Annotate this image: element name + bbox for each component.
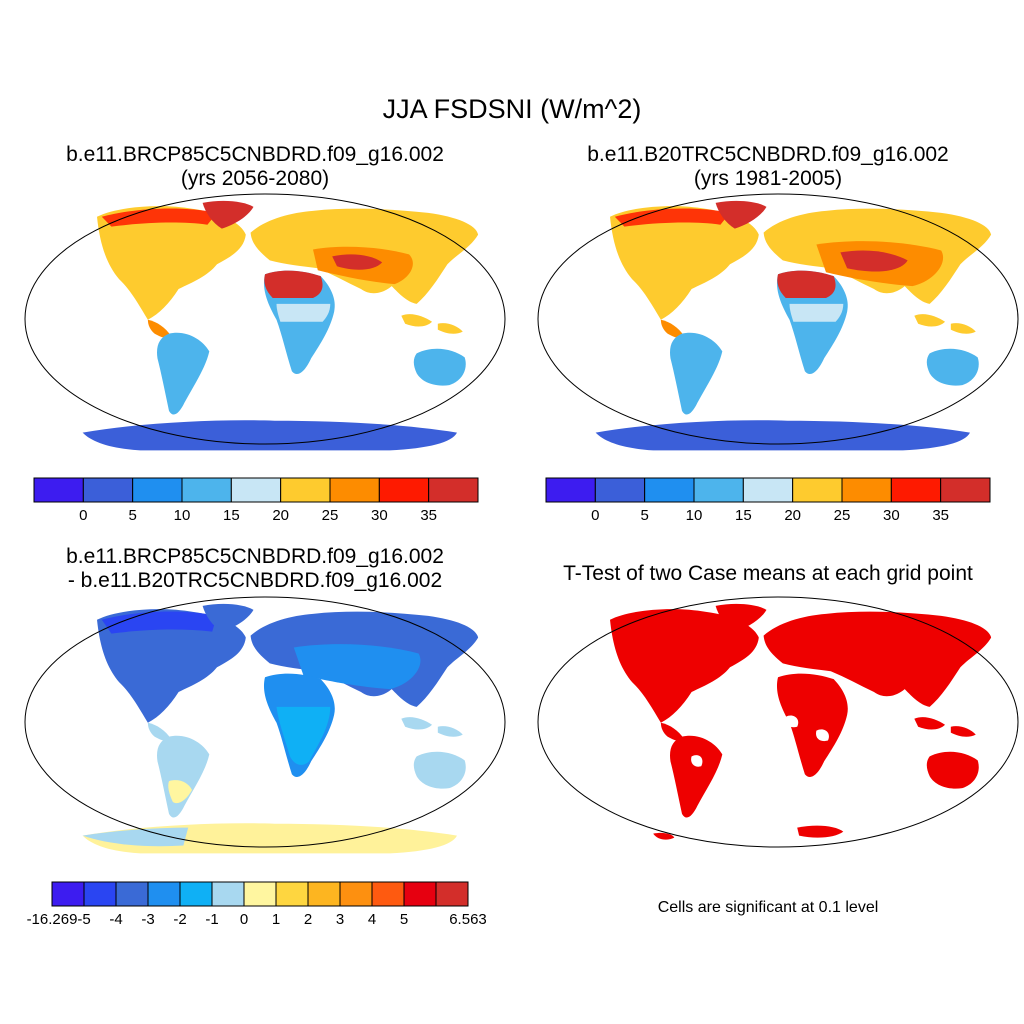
map-panel-historical xyxy=(537,193,1019,451)
ttest-significance-note: Cells are significant at 0.1 level xyxy=(657,899,879,916)
panel-title-ttest: T-Test of two Case means at each grid po… xyxy=(518,562,1018,586)
main-title: JJA FSDSNI (W/m^2) xyxy=(382,94,642,124)
colorbar-difference-tick-label: -2 xyxy=(173,911,186,928)
colorbar-difference-tick-label: -5 xyxy=(77,911,90,928)
colorbar-historical-tick-label: 10 xyxy=(686,507,703,524)
colorbar-future-swatch xyxy=(33,477,84,503)
colorbar-future-swatch xyxy=(378,477,430,503)
panel-title-historical-line2: (yrs 1981-2005) xyxy=(693,167,843,190)
colorbar-future: 0 5 10 15 20 25 30 35 xyxy=(33,477,479,524)
continent-australia xyxy=(413,348,466,386)
colorbar-historical-tick-label: 5 xyxy=(640,507,648,524)
colorbar-difference-swatch xyxy=(179,881,213,907)
colorbar-difference-swatch xyxy=(403,881,437,907)
colorbar-historical-swatch xyxy=(742,477,794,503)
colorbar-difference-swatch xyxy=(211,881,245,907)
colorbar-difference-swatch xyxy=(51,881,85,907)
colorbar-difference-tick-label: -16.269 xyxy=(27,911,78,928)
continent-south-america xyxy=(157,332,210,415)
colorbar-historical-tick-label: 0 xyxy=(591,507,599,524)
colorbar-historical-tick-label: 25 xyxy=(834,507,851,524)
colorbar-difference-tick-label: -4 xyxy=(109,911,122,928)
colorbar-future-swatch xyxy=(132,477,183,503)
colorbar-historical-tick-label: 15 xyxy=(735,507,752,524)
colorbar-difference-swatch xyxy=(371,881,405,907)
panel-title-difference: b.e11.BRCP85C5CNBDRD.f09_g16.002 - b.e11… xyxy=(5,545,505,593)
colorbar-historical-tick-label: 20 xyxy=(784,507,801,524)
colorbar-difference-tick-label: 6.563 xyxy=(449,911,487,928)
colorbar-future-tick-label: 15 xyxy=(223,507,240,524)
colorbar-difference-swatch xyxy=(115,881,149,907)
colorbar-future-tick-label: 20 xyxy=(272,507,289,524)
panel-title-difference-line2: - b.e11.B20TRC5CNBDRD.f09_g16.002 xyxy=(67,569,443,592)
colorbar-difference-swatch xyxy=(243,881,277,907)
colorbar-difference-swatch xyxy=(275,881,309,907)
colorbar-future-tick-label: 25 xyxy=(322,507,339,524)
colorbar-historical-swatch xyxy=(594,477,646,503)
panel-title-historical: b.e11.B20TRC5CNBDRD.f09_g16.002 (yrs 198… xyxy=(518,143,1018,191)
colorbar-historical-swatch xyxy=(644,477,695,503)
panel-title-future-line1: b.e11.BRCP85C5CNBDRD.f09_g16.002 xyxy=(66,143,444,166)
colorbar-difference: -16.269 -5 -4 -3 -2 -1 0 1 2 3 4 5 6.563 xyxy=(27,881,487,928)
panel-title-historical-line1: b.e11.B20TRC5CNBDRD.f09_g16.002 xyxy=(587,143,949,166)
map-panel-future xyxy=(24,193,506,451)
colorbar-future-tick-label: 5 xyxy=(128,507,136,524)
map-panel-ttest xyxy=(537,596,1019,848)
colorbar-difference-tick-label: 5 xyxy=(400,911,408,928)
colorbar-difference-swatch xyxy=(83,881,117,907)
colorbar-historical-tick-label: 35 xyxy=(932,507,949,524)
colorbar-historical-swatch xyxy=(545,477,596,503)
map-panel-difference xyxy=(24,596,506,854)
colorbar-difference-swatch xyxy=(435,881,469,907)
colorbar-difference-swatch xyxy=(147,881,181,907)
colorbar-future-swatch xyxy=(82,477,134,503)
colorbar-future-swatch xyxy=(329,477,380,503)
colorbar-historical: 0 5 10 15 20 25 30 35 xyxy=(545,477,991,524)
colorbar-difference-tick-label: 0 xyxy=(240,911,248,928)
colorbar-historical-swatch xyxy=(792,477,843,503)
colorbar-historical-tick-label: 30 xyxy=(883,507,900,524)
colorbar-difference-tick-label: 3 xyxy=(336,911,344,928)
panel-title-future-line2: (yrs 2056-2080) xyxy=(180,167,330,190)
panel-title-ttest-line1: T-Test of two Case means at each grid po… xyxy=(563,562,973,585)
colorbar-future-tick-label: 35 xyxy=(420,507,437,524)
colorbar-future-swatch xyxy=(230,477,282,503)
colorbar-difference-tick-label: 4 xyxy=(368,911,376,928)
panel-title-difference-line1: b.e11.BRCP85C5CNBDRD.f09_g16.002 xyxy=(66,545,444,568)
continent-antarctica xyxy=(82,420,458,451)
colorbar-future-swatch xyxy=(181,477,232,503)
colorbar-difference-swatch xyxy=(339,881,373,907)
colorbar-historical-swatch xyxy=(693,477,744,503)
colorbar-difference-tick-label: -1 xyxy=(205,911,218,928)
colorbar-difference-tick-label: -3 xyxy=(141,911,154,928)
colorbar-difference-swatch xyxy=(307,881,341,907)
colorbar-future-swatch xyxy=(280,477,331,503)
colorbar-difference-tick-label: 1 xyxy=(272,911,280,928)
colorbar-future-tick-label: 0 xyxy=(79,507,87,524)
colorbar-historical-swatch xyxy=(890,477,942,503)
colorbar-future-tick-label: 30 xyxy=(371,507,388,524)
colorbar-historical-swatch xyxy=(841,477,892,503)
colorbar-future-swatch xyxy=(428,477,479,503)
colorbar-historical-swatch xyxy=(940,477,991,503)
panel-title-future: b.e11.BRCP85C5CNBDRD.f09_g16.002 (yrs 20… xyxy=(5,143,505,191)
colorbar-future-tick-label: 10 xyxy=(174,507,191,524)
colorbar-difference-tick-label: 2 xyxy=(304,911,312,928)
